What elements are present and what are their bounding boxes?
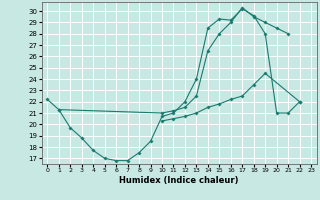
X-axis label: Humidex (Indice chaleur): Humidex (Indice chaleur) <box>119 176 239 185</box>
